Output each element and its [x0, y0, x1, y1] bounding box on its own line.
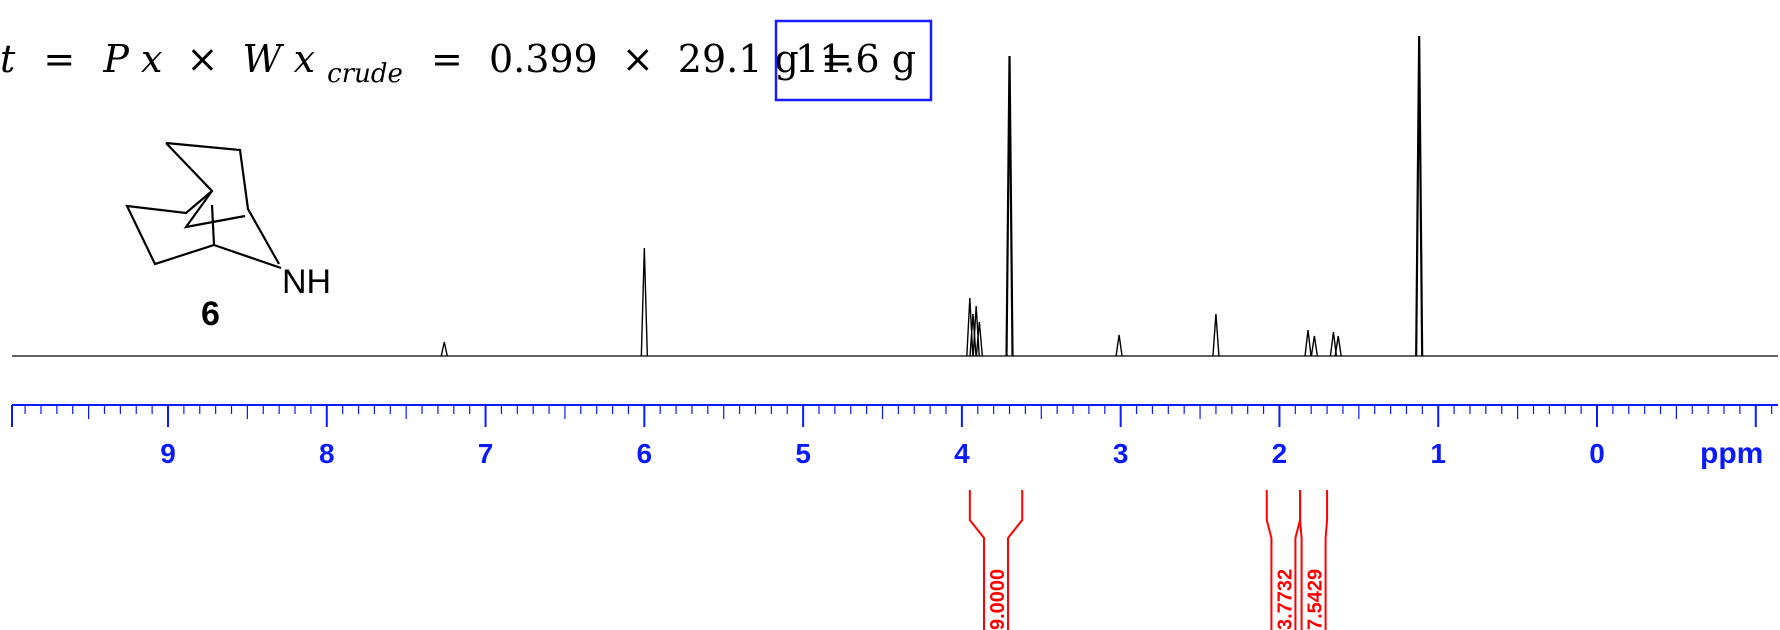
spectrum-peak-3	[969, 313, 977, 357]
axis-tick-label-5: 5	[795, 438, 811, 469]
spectrum-peak-8	[1212, 313, 1220, 357]
spectrum-peak-10	[1310, 335, 1319, 357]
amine-label: NH	[282, 263, 331, 301]
eq-times-2: ×	[622, 37, 654, 81]
spectrum-peak-6	[1005, 55, 1014, 357]
spectrum-peak-12	[1334, 335, 1342, 357]
bond-lines	[125, 141, 282, 270]
eq-equals-3: =	[821, 37, 853, 81]
result-box	[774, 19, 933, 102]
axis-unit-label: ppm	[1700, 437, 1763, 470]
eq-value-1: 0.399	[489, 37, 598, 81]
axis-tick-label-6: 6	[637, 438, 653, 469]
axis-tick-label-4: 4	[954, 438, 970, 469]
spectrum-peak-1	[640, 247, 649, 357]
axis-tick-label-9: 9	[160, 438, 176, 469]
integral-bracket-2	[1299, 490, 1329, 630]
eq-equals-2: =	[431, 37, 463, 81]
spectrum-peak-11	[1329, 331, 1338, 357]
eq-p: P	[102, 37, 130, 81]
axis-tick-label-2: 2	[1272, 438, 1288, 469]
spectrum-peak-13	[1415, 35, 1424, 357]
ppm-axis: 9 8 7 6 5 4 3 2 1 0	[11, 404, 1778, 469]
integral-bracket-0	[968, 490, 1024, 630]
chemical-structure	[125, 141, 282, 270]
spectrum-peak-7	[1115, 334, 1123, 357]
integrals: 9.0000 3.7732 7.5429	[968, 490, 1329, 630]
eq-lhs: t	[0, 37, 16, 81]
axis-tick-label-7: 7	[478, 438, 494, 469]
eq-x2: x	[294, 37, 315, 81]
axis-tick-label-1: 1	[1430, 438, 1446, 469]
svg-text:t = P x: t = P x × W x crude = 0.399 × 29.1 g =	[0, 37, 853, 91]
integral-value-1: 3.7732	[1274, 569, 1296, 630]
eq-result: 11.6 g	[795, 37, 916, 81]
axis-tick-label-0: 0	[1589, 438, 1605, 469]
integral-value-2: 7.5429	[1305, 569, 1327, 630]
eq-times-1: ×	[187, 37, 219, 81]
eq-w: W	[242, 37, 284, 81]
eq-x1: x	[141, 37, 162, 81]
spectrum-peak-0	[440, 341, 448, 357]
axis-tick-label-3: 3	[1113, 438, 1129, 469]
eq-value-2: 29.1 g	[678, 37, 799, 81]
spectrum	[12, 35, 1778, 357]
integral-value-0: 9.0000	[987, 569, 1009, 630]
compound-number: 6	[201, 295, 220, 333]
axis-tick-label-8: 8	[319, 438, 335, 469]
eq-equals-1: =	[43, 37, 75, 81]
spectrum-peak-9	[1304, 329, 1312, 357]
eq-subscript: crude	[327, 59, 403, 89]
equation: t = P x × W x crude = 0.399 × 29.1 g = 1…	[0, 19, 933, 102]
spectrum-peak-5	[975, 321, 984, 357]
